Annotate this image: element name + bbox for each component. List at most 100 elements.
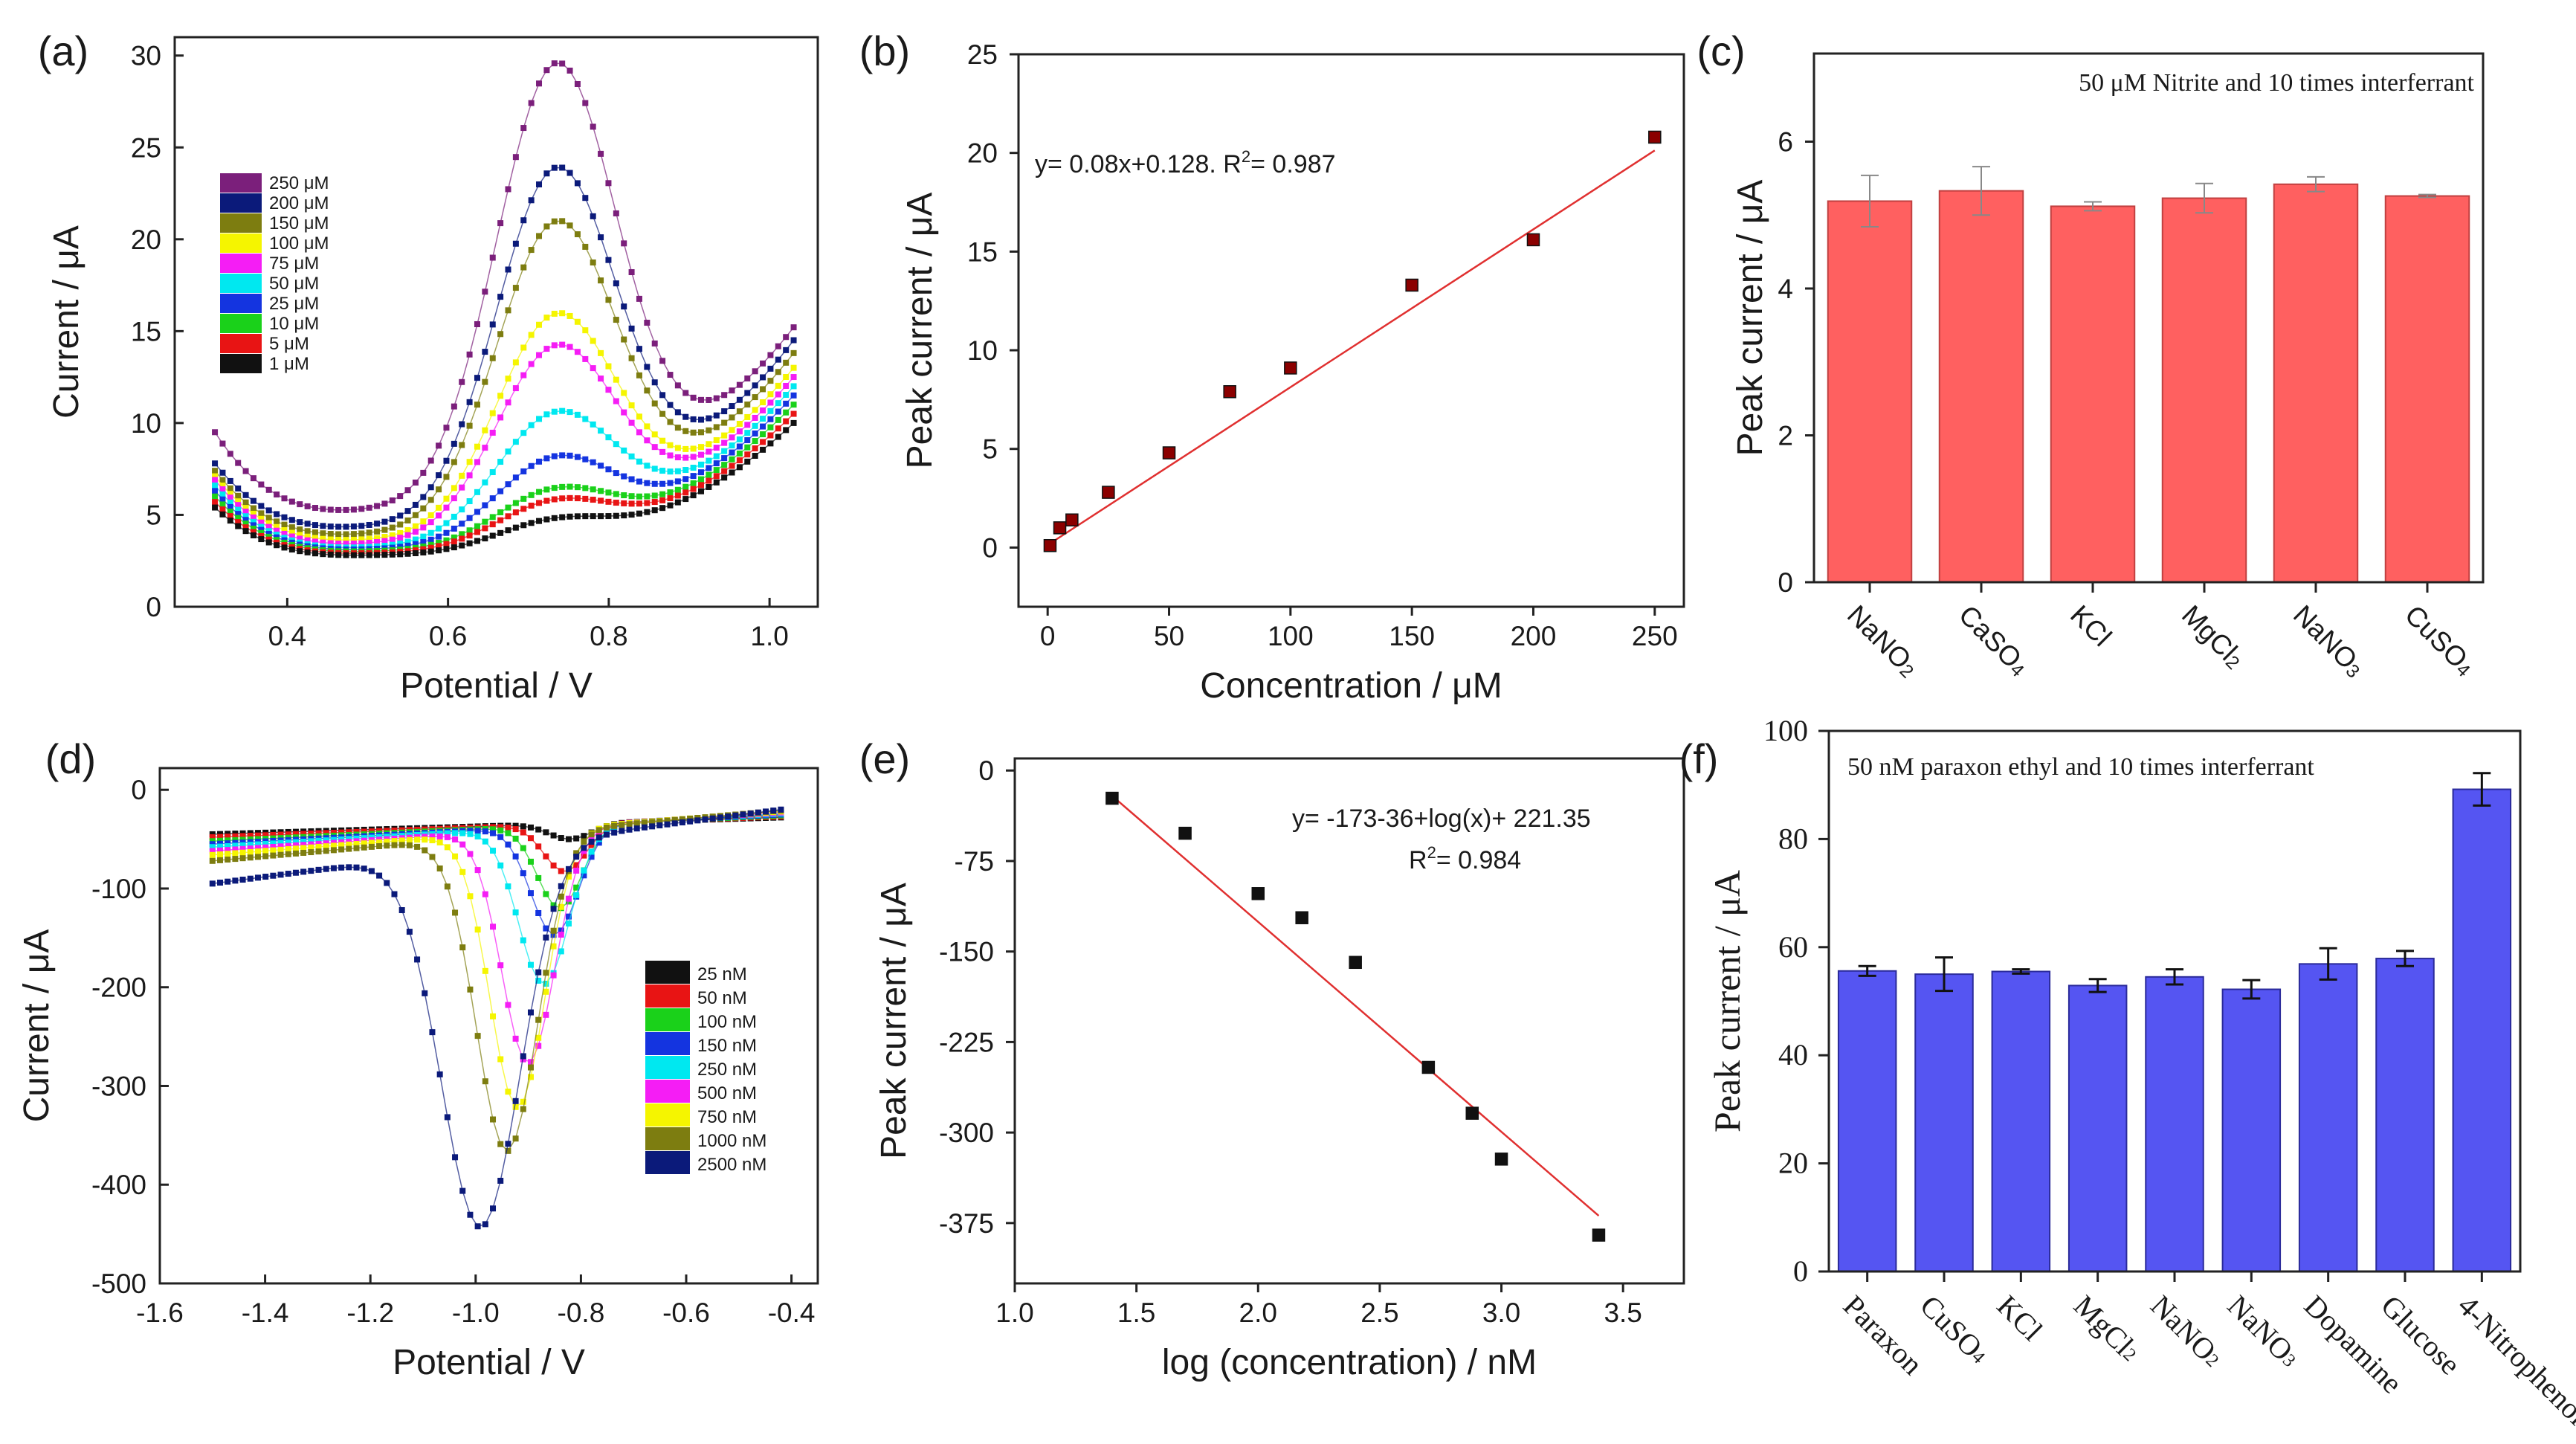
data-point bbox=[527, 1074, 534, 1080]
data-point bbox=[682, 445, 689, 452]
data-point bbox=[474, 529, 480, 535]
legend-swatch bbox=[645, 1008, 690, 1031]
data-point bbox=[783, 334, 790, 341]
data-point bbox=[350, 523, 357, 530]
data-point bbox=[258, 536, 265, 543]
data-point bbox=[621, 447, 627, 454]
data-point bbox=[1065, 513, 1079, 526]
data-point bbox=[543, 315, 550, 321]
data-point bbox=[315, 866, 322, 873]
y-tick-label: 4 bbox=[1778, 274, 1793, 304]
data-point bbox=[288, 498, 295, 505]
data-point bbox=[404, 538, 411, 545]
data-point bbox=[621, 409, 627, 416]
data-point bbox=[512, 439, 519, 445]
data-point bbox=[381, 552, 388, 558]
bar bbox=[2273, 183, 2359, 583]
legend-label: 75 μM bbox=[269, 254, 319, 274]
data-point bbox=[242, 528, 249, 535]
data-point bbox=[482, 518, 488, 525]
data-point bbox=[613, 500, 619, 506]
data-point bbox=[767, 399, 774, 406]
data-point bbox=[1349, 955, 1362, 970]
data-point bbox=[550, 902, 557, 909]
data-point bbox=[536, 80, 543, 87]
x-tick-label: 100 bbox=[1268, 621, 1314, 651]
data-point bbox=[512, 500, 519, 506]
data-point bbox=[285, 842, 291, 849]
data-point bbox=[270, 840, 277, 847]
data-point bbox=[474, 1033, 481, 1040]
data-point bbox=[582, 327, 589, 334]
data-point bbox=[288, 529, 295, 536]
data-point bbox=[729, 387, 735, 394]
legend-label: 250 nM bbox=[697, 1060, 757, 1080]
data-point bbox=[490, 1013, 497, 1019]
data-point bbox=[644, 509, 651, 515]
data-point bbox=[262, 840, 269, 847]
data-point bbox=[288, 524, 295, 531]
data-point bbox=[444, 834, 451, 840]
data-point bbox=[474, 538, 480, 544]
data-point bbox=[512, 474, 519, 481]
data-point bbox=[338, 864, 345, 871]
data-point bbox=[659, 468, 666, 474]
data-point bbox=[297, 535, 303, 542]
data-point bbox=[667, 419, 674, 425]
legend-swatch bbox=[645, 1080, 690, 1103]
data-point bbox=[219, 477, 226, 483]
data-point bbox=[626, 826, 633, 833]
data-point bbox=[225, 847, 231, 854]
data-point bbox=[590, 123, 596, 130]
data-point bbox=[212, 429, 219, 436]
data-point bbox=[582, 456, 589, 462]
data-point bbox=[760, 416, 766, 422]
data-point bbox=[366, 535, 372, 542]
data-point bbox=[304, 528, 311, 535]
x-tick-label: -1.0 bbox=[452, 1298, 500, 1328]
y-axis-label: Peak current / μA bbox=[874, 883, 914, 1159]
y-tick-label: 0 bbox=[131, 775, 146, 805]
data-point bbox=[520, 870, 526, 877]
data-point bbox=[350, 536, 357, 543]
data-point bbox=[628, 269, 635, 276]
data-point bbox=[397, 529, 404, 536]
data-point bbox=[581, 867, 587, 874]
data-point bbox=[528, 197, 535, 204]
data-point bbox=[505, 307, 511, 314]
data-point bbox=[482, 1221, 488, 1228]
data-point bbox=[497, 393, 504, 399]
data-point bbox=[497, 220, 504, 227]
data-point bbox=[497, 824, 504, 831]
data-point bbox=[474, 375, 480, 381]
data-point bbox=[443, 504, 450, 511]
data-point bbox=[1178, 826, 1192, 840]
data-point bbox=[374, 538, 381, 545]
data-point bbox=[581, 838, 587, 845]
data-point bbox=[674, 454, 681, 461]
category-label: KCl bbox=[2065, 599, 2117, 652]
data-point bbox=[277, 843, 284, 850]
data-point bbox=[270, 852, 277, 859]
data-point bbox=[659, 505, 666, 512]
data-point bbox=[482, 535, 488, 542]
data-point bbox=[598, 349, 604, 356]
data-point bbox=[397, 493, 404, 500]
data-point bbox=[459, 472, 465, 479]
data-point bbox=[706, 457, 712, 464]
data-point bbox=[427, 484, 434, 491]
y-tick-label: 2 bbox=[1778, 421, 1793, 451]
data-point bbox=[760, 439, 766, 445]
data-point bbox=[528, 422, 535, 428]
data-point bbox=[674, 425, 681, 431]
data-point bbox=[436, 865, 443, 871]
data-point bbox=[254, 848, 261, 855]
data-point bbox=[335, 531, 342, 538]
data-point bbox=[384, 880, 390, 886]
data-point bbox=[628, 419, 635, 426]
bar bbox=[2050, 205, 2136, 583]
data-point bbox=[528, 520, 535, 526]
data-point bbox=[543, 829, 549, 836]
data-point bbox=[292, 869, 299, 876]
data-point bbox=[474, 523, 480, 529]
